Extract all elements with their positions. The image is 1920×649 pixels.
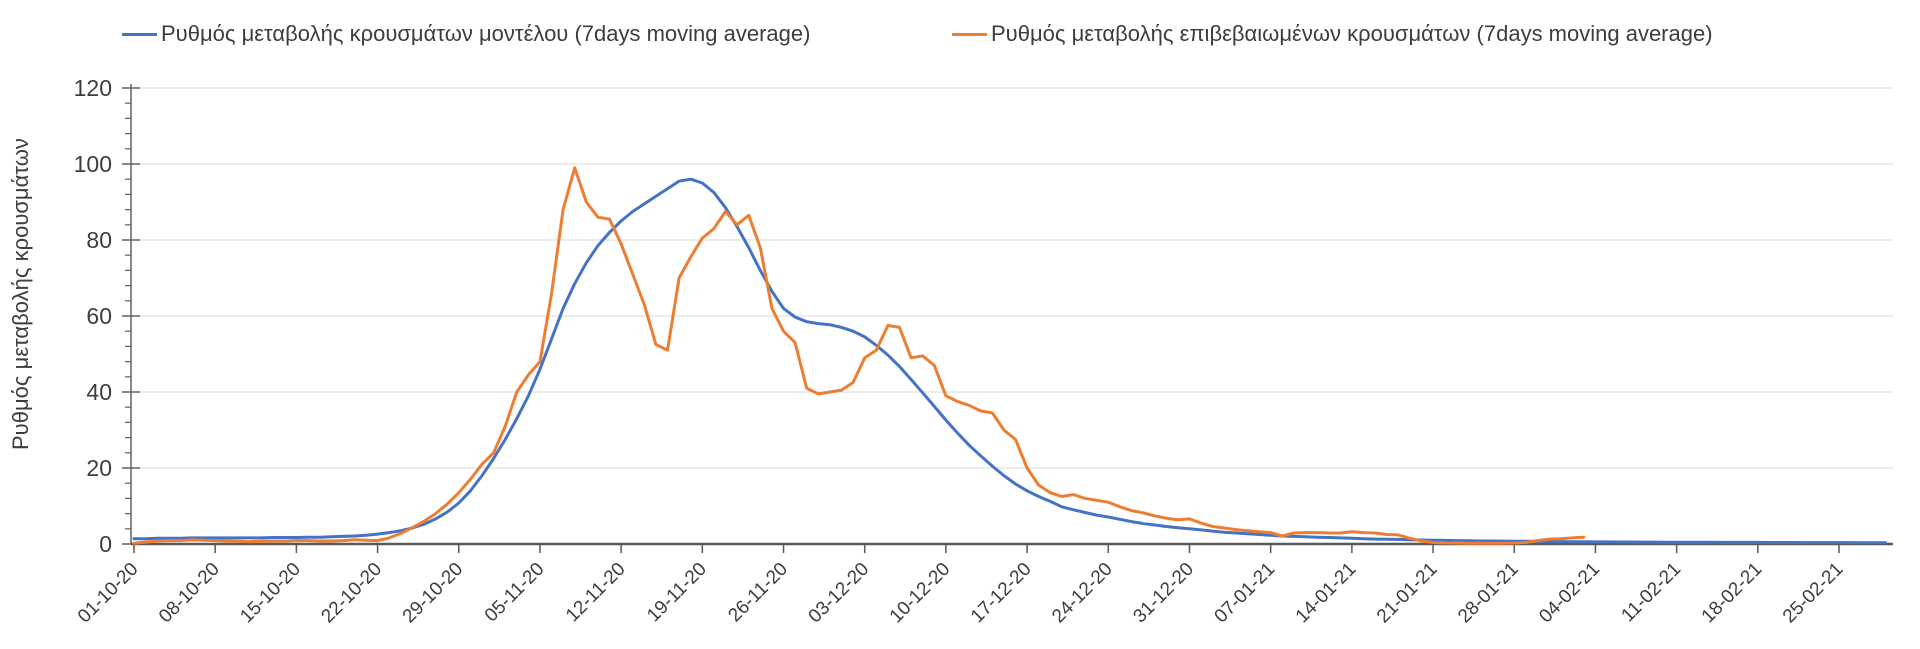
x-tick-label: 05-11-20: [481, 559, 549, 627]
x-tick-label: 28-01-21: [1454, 559, 1523, 628]
y-tick-label: 60: [86, 303, 112, 329]
x-tick-label: 12-11-20: [562, 559, 630, 627]
x-tick-label: 18-02-21: [1698, 559, 1767, 628]
legend-item-model[interactable]: Ρυθμός μεταβολής κρουσμάτων μοντέλου (7d…: [122, 20, 810, 48]
x-tick-label: 14-01-21: [1292, 559, 1361, 628]
x-tick-label: 03-12-20: [805, 559, 874, 628]
y-tick-label: 120: [74, 75, 112, 101]
x-tick-label: 01-10-20: [74, 559, 143, 628]
legend-label-confirmed: Ρυθμός μεταβολής επιβεβαιωμένων κρουσμάτ…: [991, 21, 1713, 46]
x-tick-label: 26-11-20: [724, 559, 792, 627]
y-tick-label: 100: [74, 151, 112, 177]
x-tick-label: 04-02-21: [1535, 559, 1604, 628]
series-line-model: [132, 177, 1887, 545]
x-tick-label: 15-10-20: [236, 559, 305, 628]
x-tick-label: 07-01-21: [1211, 559, 1280, 628]
x-tick-label: 19-11-20: [643, 559, 711, 627]
y-tick-label: 80: [86, 227, 112, 253]
legend-line-marker-confirmed-icon: [952, 32, 987, 36]
x-tick-label: 31-12-20: [1129, 559, 1198, 628]
x-tick-label: 17-12-20: [967, 559, 1036, 628]
x-tick-label: 25-02-21: [1779, 559, 1848, 628]
legend-item-confirmed[interactable]: Ρυθμός μεταβολής επιβεβαιωμένων κρουσμάτ…: [952, 20, 1713, 48]
series-line-confirmed: [132, 166, 1586, 545]
x-tick-label: 21-01-21: [1373, 559, 1442, 628]
x-tick-label: 11-02-21: [1618, 559, 1686, 627]
x-tick-label: 24-12-20: [1048, 559, 1117, 628]
x-tick-label: 10-12-20: [886, 559, 955, 628]
y-tick-label: 20: [86, 455, 112, 481]
x-tick-label: 29-10-20: [399, 559, 468, 628]
y-tick-label: 40: [86, 379, 112, 405]
x-tick-label: 08-10-20: [155, 559, 224, 628]
x-tick-label: 22-10-20: [317, 559, 386, 628]
y-tick-label: 0: [99, 531, 112, 557]
legend-line-marker-model-icon: [122, 32, 157, 36]
legend-label-model: Ρυθμός μεταβολής κρουσμάτων μοντέλου (7d…: [161, 21, 811, 46]
